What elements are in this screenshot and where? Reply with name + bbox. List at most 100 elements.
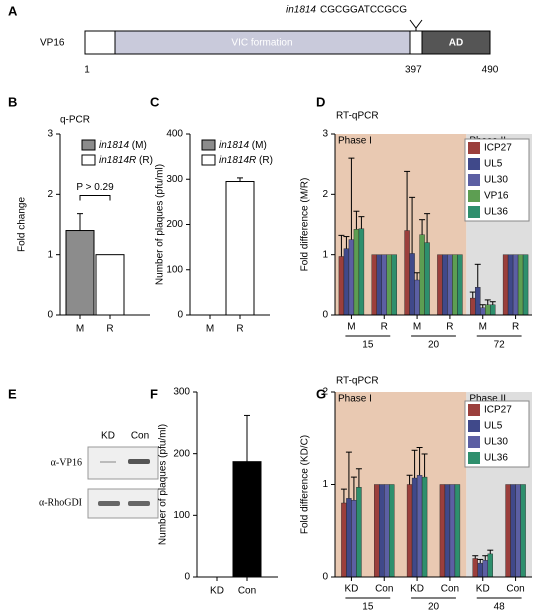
bar [384, 484, 390, 578]
bar [348, 239, 355, 316]
bar [404, 230, 410, 316]
bar [338, 256, 345, 316]
y-tick-label: 400 [166, 129, 183, 140]
bar [477, 562, 483, 578]
bar [457, 254, 463, 316]
x-tick-label: Con [506, 584, 524, 595]
bar [374, 484, 380, 578]
y-tick-label: 0 [177, 310, 183, 321]
legend-label: in1814 (M) [99, 140, 147, 151]
y-tick-label: 1 [322, 479, 328, 490]
y-tick-label: 3 [322, 129, 328, 140]
x-tick-label: M [206, 324, 214, 335]
legend-swatch [468, 142, 480, 154]
chart-title: q-PCR [60, 115, 90, 126]
legend-swatch [81, 139, 96, 151]
bar [414, 279, 420, 316]
legend-label: UL30 [484, 437, 508, 448]
bar [480, 307, 486, 316]
bar [515, 484, 521, 578]
bar [447, 254, 453, 316]
x-tick-label: R [106, 324, 113, 335]
legend-swatch [201, 154, 216, 166]
bar [346, 498, 352, 578]
bar [482, 560, 488, 578]
bar [512, 254, 519, 316]
bar [424, 242, 430, 316]
bar [449, 484, 456, 578]
legend-label: UL5 [484, 421, 503, 432]
bar [371, 254, 377, 316]
bar [454, 484, 461, 578]
panel-letter: C [150, 94, 160, 109]
y-tick-label: 3 [47, 129, 53, 140]
legend-label: in1814R (R) [219, 155, 273, 166]
significance-bracket [79, 195, 111, 201]
legend-label: ICP27 [484, 405, 512, 416]
x-tick-label: M [413, 322, 421, 333]
domain-label: VIC formation [231, 38, 292, 49]
bar [442, 254, 448, 316]
group-label: 48 [494, 602, 506, 613]
y-tick-label: 100 [166, 264, 183, 275]
bar [505, 484, 511, 578]
x-tick-label: Con [441, 584, 459, 595]
legend-swatch [468, 452, 480, 464]
bar [356, 487, 362, 578]
y-tick-label: 2 [322, 387, 328, 398]
panel-letter: E [8, 386, 17, 401]
legend-label: in1814 (M) [219, 140, 267, 151]
y-tick-label: 0 [47, 310, 53, 321]
legend-swatch [468, 206, 480, 218]
band [128, 459, 150, 464]
legend-swatch [468, 174, 480, 186]
row-label: α-RhoGDI [39, 497, 82, 508]
lane-label: Con [131, 431, 149, 442]
annotation: P > 0.29 [76, 182, 114, 193]
bar [502, 254, 509, 316]
position-label: 397 [405, 65, 422, 76]
vic-domain [114, 30, 411, 55]
y-tick-label: 1 [322, 249, 328, 260]
y-tick-label: 2 [322, 189, 328, 200]
bar [391, 254, 397, 316]
bar [358, 228, 365, 316]
panel-letter: G [316, 386, 326, 401]
legend-label: UL36 [484, 207, 508, 218]
legend-label: UL30 [484, 175, 508, 186]
legend-swatch [468, 404, 480, 416]
phase-label: Phase I [338, 136, 372, 147]
phase-label: Phase I [338, 394, 372, 405]
x-tick-label: Con [238, 586, 256, 597]
bar [421, 476, 428, 578]
legend-swatch [468, 190, 480, 202]
band [128, 501, 150, 506]
bar [379, 484, 385, 578]
bar [389, 484, 395, 578]
x-tick-label: KD [476, 584, 490, 595]
phase-label: Phase II [469, 394, 506, 405]
group-label: 20 [428, 340, 440, 351]
protein-label: VP16 [40, 38, 65, 49]
bar [439, 484, 446, 578]
legend-label: in1814R (R) [99, 155, 153, 166]
bar [65, 230, 95, 316]
bar [485, 304, 491, 316]
group-label: 15 [362, 602, 374, 613]
legend-label: UL36 [484, 453, 508, 464]
y-tick-label: 200 [173, 448, 190, 459]
bar [225, 181, 255, 316]
legend-swatch [468, 436, 480, 448]
bar [444, 484, 451, 578]
bar [517, 254, 524, 316]
x-tick-label: M [76, 324, 84, 335]
y-tick-label: 2 [47, 189, 53, 200]
bar [232, 461, 262, 578]
y-tick-label: 300 [166, 174, 183, 185]
bar [419, 234, 425, 316]
x-tick-label: KD [210, 586, 224, 597]
bar [406, 484, 413, 578]
legend-swatch [81, 154, 96, 166]
legend-label: UL5 [484, 159, 503, 170]
bar [411, 477, 418, 578]
